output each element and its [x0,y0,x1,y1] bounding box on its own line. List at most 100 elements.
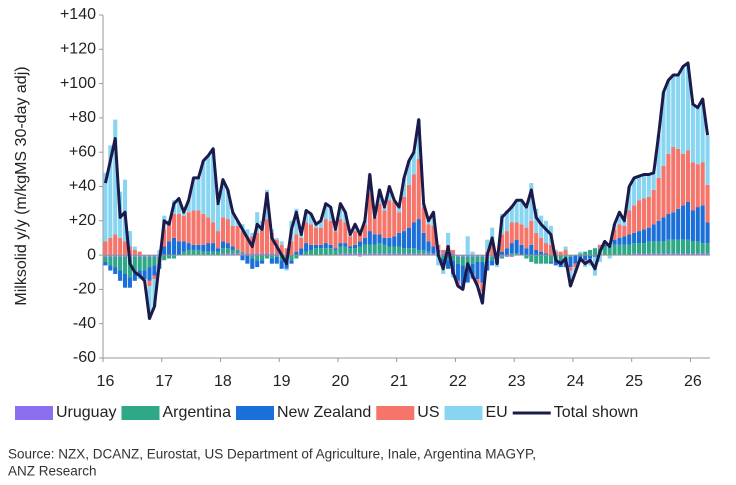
bar [328,248,333,256]
bar [304,243,309,252]
bar [191,210,196,245]
bar [470,251,475,256]
bar [255,212,260,233]
bar [186,212,191,244]
bar [113,256,118,268]
bar [176,241,181,256]
bar [397,207,402,213]
bar [700,243,705,254]
bar [406,184,412,228]
bar [514,200,519,223]
bar [348,248,353,254]
bar [392,253,397,256]
bar [313,227,318,245]
bar [397,253,402,256]
bar [681,153,686,206]
bar [460,255,465,257]
bar [573,263,578,268]
bar [480,282,485,292]
bar [206,243,211,252]
bar [450,253,456,256]
bar [641,198,646,230]
bar [602,246,607,256]
bar [181,251,186,256]
x-tick-label: 16 [97,373,115,390]
bar [372,217,377,235]
bar [676,75,681,149]
bar [612,244,617,256]
bar [343,243,348,247]
bar [367,244,372,254]
y-tick-label: +100 [60,75,96,92]
bar [318,244,323,249]
bar [220,248,225,254]
bar [426,224,431,242]
bar [480,261,485,283]
bar [142,256,147,271]
bar [304,251,309,256]
bar [534,255,539,264]
bar [401,177,407,197]
bar [206,251,211,256]
bar [534,249,539,256]
bar [700,253,705,256]
bar [323,248,328,256]
bar [627,186,632,211]
bar [465,236,470,256]
bar [455,256,460,264]
bar [705,184,710,223]
bar [240,253,245,256]
y-tick-label: -20 [73,281,96,298]
bar [558,255,563,261]
bar [328,220,333,245]
bar [108,255,113,257]
bar [465,256,470,266]
bar [162,255,167,261]
bar [230,225,235,247]
bar [636,231,642,244]
bar [308,213,314,225]
bar [220,253,225,256]
bar [431,246,436,254]
bar [171,213,177,238]
bar [274,255,279,257]
bar [308,249,314,256]
bar [206,155,211,218]
bar [260,229,265,254]
bar [612,229,617,240]
bar [690,253,695,256]
bar [651,189,656,225]
bar [348,253,353,256]
bar [308,224,314,245]
x-tick-label: 26 [684,373,702,390]
bar [274,253,279,256]
bar [122,273,128,288]
bar [651,224,656,242]
bar [426,220,431,225]
bar [357,241,363,247]
bar [181,215,186,242]
bar [318,227,323,245]
x-tick-label: 22 [449,373,467,390]
bar [255,253,260,256]
bar [656,135,661,178]
bar [504,231,509,249]
bar [661,165,666,218]
bar [191,244,196,250]
bar [284,248,289,256]
bar [695,253,700,256]
bar [113,255,118,257]
bar [338,243,343,247]
bar [622,220,627,226]
bar [176,198,181,214]
bar [167,220,172,242]
bar [225,243,230,249]
bar [695,241,700,254]
bar [201,160,206,214]
bar [382,253,387,256]
bar [245,253,250,256]
bar [201,244,206,252]
bar [230,253,235,256]
bar [377,234,382,244]
bar [299,248,304,256]
